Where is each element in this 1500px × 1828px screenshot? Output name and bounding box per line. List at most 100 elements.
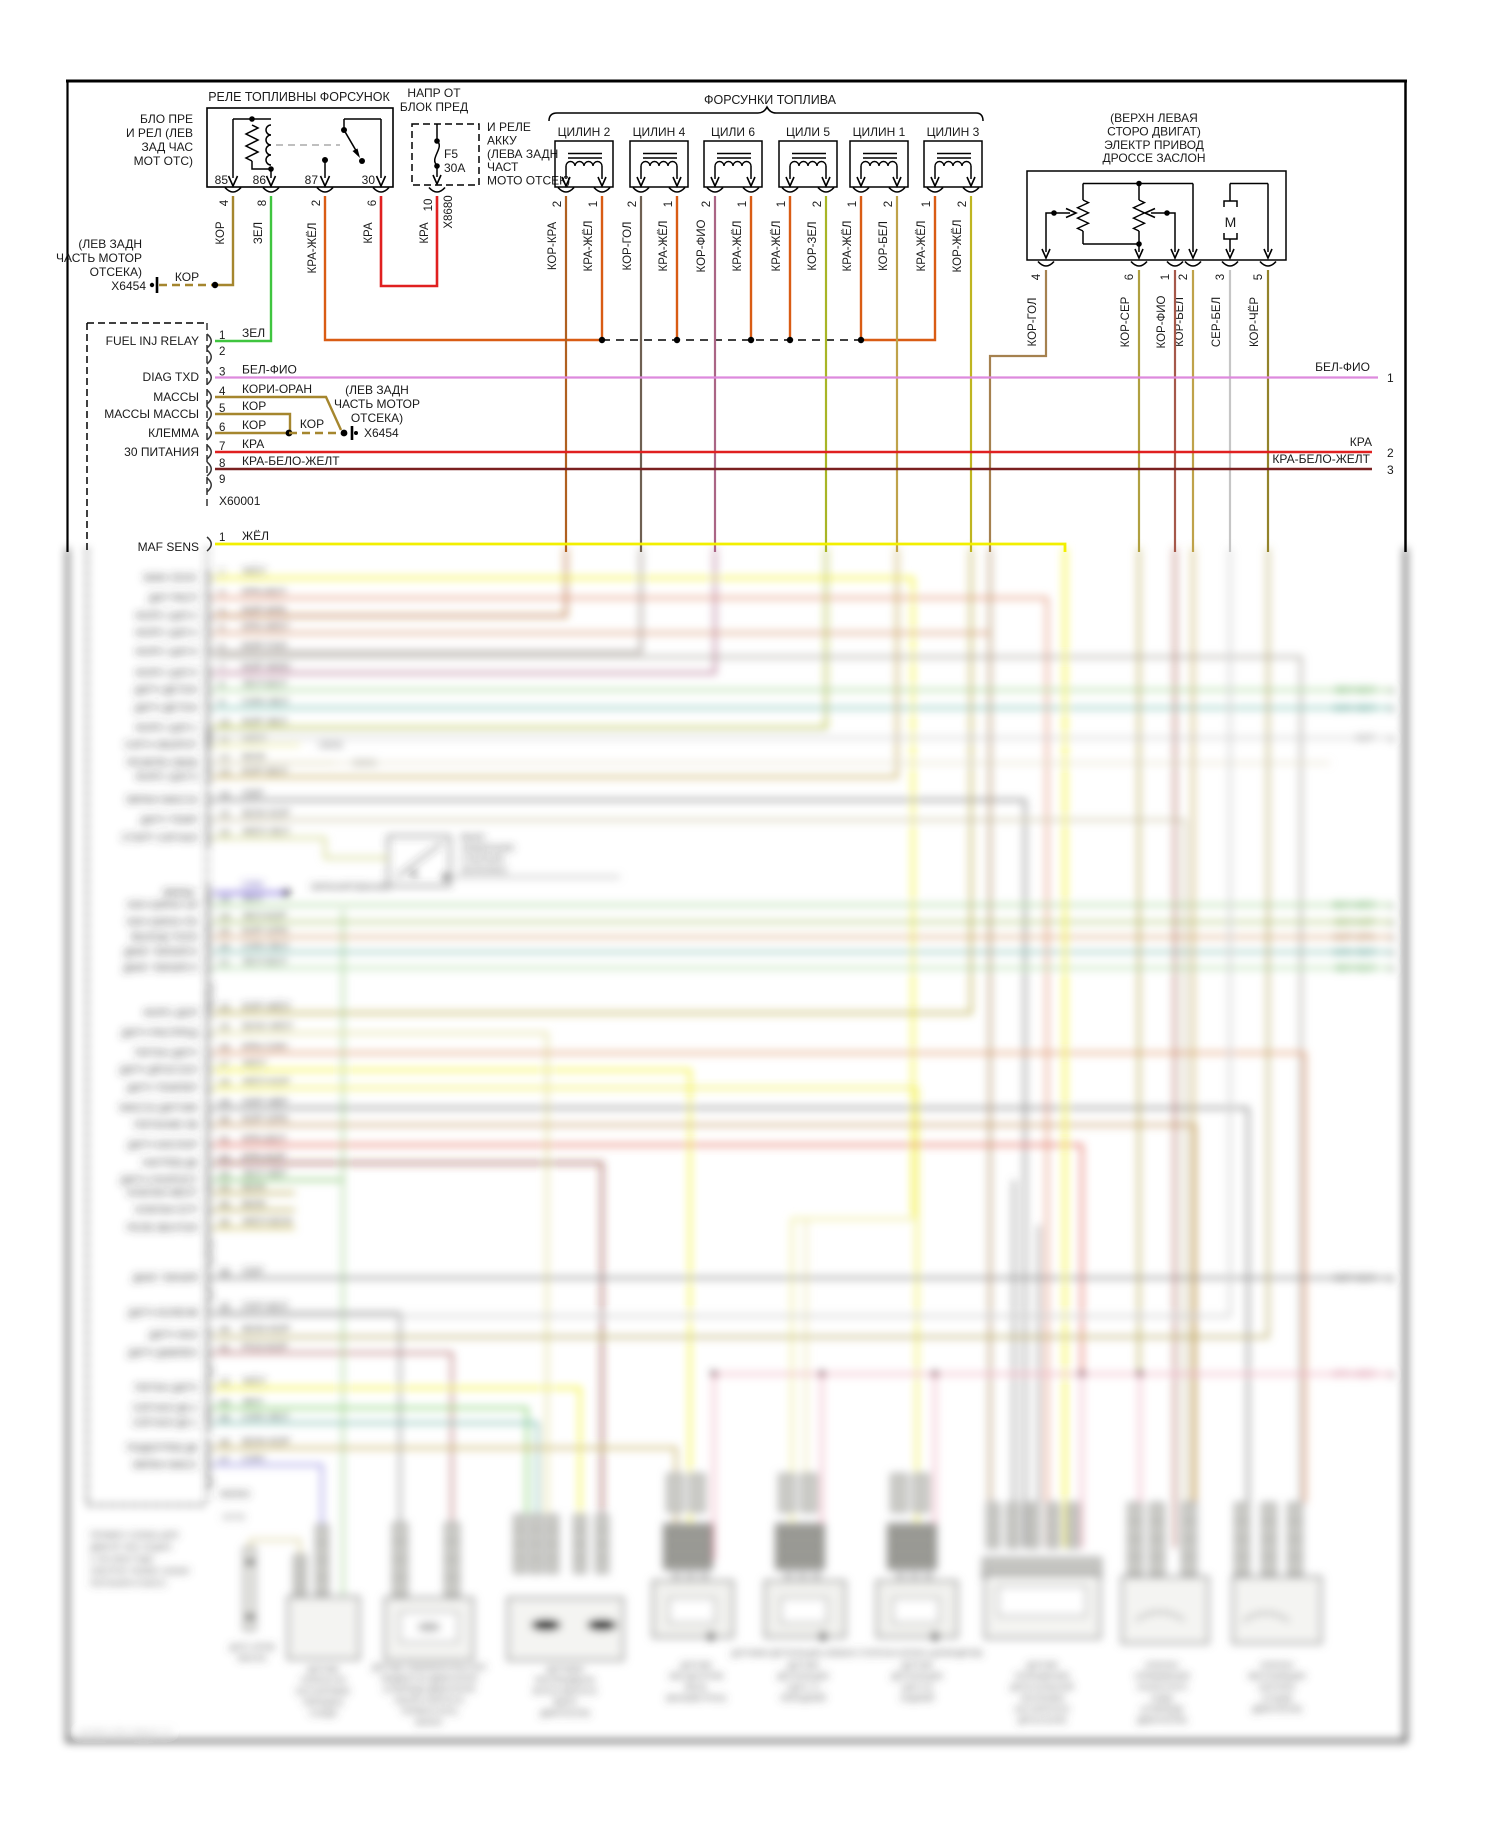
svg-text:КОР-СЕР: КОР-СЕР	[1120, 296, 1132, 347]
svg-text:6: 6	[1389, 734, 1394, 745]
svg-text:30: 30	[362, 173, 376, 187]
svg-text:29: 29	[219, 1098, 231, 1109]
svg-text:КРА-ЖЁЛ: КРА-ЖЁЛ	[916, 221, 928, 272]
svg-text:X9735: X9735	[222, 1513, 246, 1522]
svg-text:ЦИЛИН 2: ЦИЛИН 2	[558, 125, 611, 139]
svg-text:ЗЕЛ-БЕЛ: ЗЕЛ-БЕЛ	[242, 956, 287, 968]
svg-text:КОР-ОРА: КОР-ОРА	[242, 925, 288, 937]
svg-text:ХОДА: ХОДА	[1151, 1694, 1174, 1703]
svg-text:СИН-ЗЕЛ: СИН-ЗЕЛ	[1333, 703, 1375, 714]
svg-text:(ВЕРХН ЛЕВАЯ: (ВЕРХН ЛЕВАЯ	[1110, 111, 1198, 125]
svg-text:47: 47	[219, 1455, 231, 1466]
svg-text:44: 44	[219, 1398, 231, 1409]
svg-text:КОР-ЗЕЛ: КОР-ЗЕЛ	[242, 716, 287, 728]
svg-text:БЛО ПРЕ: БЛО ПРЕ	[140, 112, 193, 126]
svg-text:СТАРТ СИГНАЛ: СТАРТ СИГНАЛ	[122, 833, 198, 844]
svg-text:БЕЛ-ФИО: БЕЛ-ФИО	[242, 363, 297, 377]
svg-text:КОР-КРА: КОР-КРА	[547, 222, 559, 271]
svg-text:ЭКРАН МАСС: ЭКРАН МАСС	[132, 1460, 198, 1471]
svg-text:КОР-БЕЛ: КОР-БЕЛ	[242, 765, 288, 777]
svg-text:3: 3	[1389, 1370, 1394, 1381]
svg-text:БЕЖ: БЕЖ	[242, 751, 266, 763]
svg-text:КЛАПАН: КЛАПАН	[1146, 1661, 1179, 1670]
svg-text:КОР-ОРА: КОР-ОРА	[1333, 932, 1375, 943]
svg-text:КОР: КОР	[175, 270, 199, 284]
svg-text:КРА: КРА	[419, 222, 431, 244]
svg-text:8: 8	[257, 200, 269, 206]
svg-text:МОТ ОТС): МОТ ОТС)	[134, 154, 193, 168]
svg-text:12: 12	[219, 753, 231, 764]
svg-text:ФОРС ЦИЛ 4: ФОРС ЦИЛ 4	[135, 628, 198, 639]
svg-text:ВЕНТИЛЯЦИИ: ВЕНТИЛЯЦИИ	[1249, 1672, 1306, 1681]
svg-text:ФОРС ЦИЛ 6: ФОРС ЦИЛ 6	[135, 647, 198, 658]
svg-text:ФОРС ЦИЛ 5: ФОРС ЦИЛ 5	[135, 668, 198, 679]
svg-text:ДАТЧИКИ: ДАТЧИКИ	[546, 1665, 583, 1674]
svg-text:ОТСЕКА): ОТСЕКА)	[90, 265, 142, 279]
svg-text:ЗЕЛ-БЕЛ: ЗЕЛ-БЕЛ	[1335, 963, 1375, 974]
svg-text:СВОБ: СВОБ	[318, 740, 343, 750]
svg-text:МАФ СЕНС: МАФ СЕНС	[144, 573, 198, 584]
svg-text:КРА-БЕЛ: КРА-БЕЛ	[242, 586, 286, 598]
svg-text:ПЕРЕДАЧ): ПЕРЕДАЧ)	[303, 1698, 344, 1707]
svg-text:2: 2	[812, 201, 824, 207]
svg-text:7: 7	[219, 663, 225, 674]
svg-text:КРА: КРА	[1350, 435, 1372, 449]
svg-text:ЭКРАНИРОВАНИЕ: ЭКРАНИРОВАНИЕ	[310, 882, 390, 892]
svg-text:87: 87	[305, 173, 319, 187]
svg-text:КЛАПАН: КЛАПАН	[1261, 1661, 1294, 1670]
svg-text:ДВИГАТ N52 СЕДАН: ДВИГАТ N52 СЕДАН	[90, 1542, 171, 1552]
svg-text:КОР-ГОЛ: КОР-ГОЛ	[1027, 298, 1039, 347]
svg-text:ДИАГ ЛИНИЯ Л: ДИАГ ЛИНИЯ Л	[123, 963, 198, 974]
svg-text:ДАТЧ ТЕМПЕР: ДАТЧ ТЕМПЕР	[127, 1083, 198, 1094]
svg-text:ДВИГАТЕЛЯ): ДВИГАТЕЛЯ)	[1137, 1716, 1187, 1725]
svg-text:15: 15	[219, 810, 231, 821]
svg-text:СКОРОСТИ: СКОРОСТИ	[300, 1676, 345, 1685]
svg-text:2: 2	[1389, 918, 1394, 929]
svg-text:6: 6	[1124, 274, 1136, 280]
svg-text:СЕР: СЕР	[242, 788, 264, 800]
svg-text:ФОРС ЦИЛ 1: ФОРС ЦИЛ 1	[135, 723, 198, 734]
svg-text:1: 1	[219, 330, 225, 342]
svg-text:СЕР-БЕЛ: СЕР-БЕЛ	[242, 1301, 288, 1313]
svg-text:КОР-ФИО: КОР-ФИО	[696, 219, 708, 272]
svg-text:КОР-ГОЛ: КОР-ГОЛ	[622, 222, 634, 271]
svg-text:СЕР-БЕЛ: СЕР-БЕЛ	[1333, 1273, 1375, 1284]
svg-text:СИН-ЗЕЛ: СИН-ЗЕЛ	[1333, 947, 1375, 958]
svg-text:X60001: X60001	[219, 494, 261, 508]
svg-text:ЧАСТЬ МОТОР: ЧАСТЬ МОТОР	[334, 397, 420, 411]
svg-text:30A: 30A	[444, 161, 465, 175]
svg-text:КАН ШИНА ЛО: КАН ШИНА ЛО	[127, 917, 198, 928]
svg-text:ДРОССЕЛЬНОЙ: ДРОССЕЛЬНОЙ	[1010, 1681, 1074, 1692]
svg-text:ЦИЛИН 3: ЦИЛИН 3	[927, 125, 980, 139]
svg-text:ДЕТОНАЦИИ: ДЕТОНАЦИИ	[777, 1672, 828, 1681]
svg-text:14: 14	[219, 790, 231, 801]
svg-text:3: 3	[1389, 933, 1394, 944]
svg-text:С 09 2006 ГОДА: С 09 2006 ГОДА	[90, 1554, 154, 1564]
svg-text:1: 1	[921, 201, 933, 207]
svg-text:ЗЕЛ-БЕЛ: ЗЕЛ-БЕЛ	[242, 678, 287, 690]
svg-text:ПИТАНИЯ И МАСС: ПИТАНИЯ И МАСС	[90, 1578, 167, 1588]
svg-text:ЦИЛИ 6: ЦИЛИ 6	[711, 125, 755, 139]
svg-text:ЖЁЛ: ЖЁЛ	[242, 1376, 266, 1388]
svg-text:ПРИМЕЧ СХЕМА ДЛЯ: ПРИМЕЧ СХЕМА ДЛЯ	[90, 1530, 178, 1540]
svg-text:СИН-ЗЕЛ: СИН-ЗЕЛ	[242, 940, 289, 952]
svg-text:1: 1	[776, 201, 788, 207]
svg-text:ЖЁЛ-ЗЕЛ: ЖЁЛ-ЗЕЛ	[242, 826, 289, 838]
svg-text:РЕЗЕРВ СВОБ: РЕЗЕРВ СВОБ	[127, 758, 198, 769]
svg-text:(ВЕРХ: (ВЕРХ	[553, 1698, 578, 1707]
svg-text:ДРОССЕ ЗАСЛОН: ДРОССЕ ЗАСЛОН	[1102, 151, 1205, 165]
svg-text:ЗЕЛ: ЗЕЛ	[242, 326, 265, 340]
svg-text:СИН: СИН	[242, 880, 264, 891]
svg-text:НАГРЕВ ДК: НАГРЕВ ДК	[142, 1158, 198, 1169]
svg-text:4: 4	[1031, 273, 1043, 280]
svg-text:ЗАД ЧАС: ЗАД ЧАС	[141, 140, 193, 154]
svg-text:20: 20	[219, 927, 231, 938]
svg-text:КОР-ЖЁЛ: КОР-ЖЁЛ	[952, 220, 964, 273]
svg-text:1: 1	[219, 532, 225, 544]
svg-text:2: 2	[1389, 1274, 1394, 1285]
svg-text:9: 9	[219, 474, 225, 486]
svg-text:ДАТЧИКИ ДЕТОНАЦИИ (ЛЕВАЯ СТОРО: ДАТЧИКИ ДЕТОНАЦИИ (ЛЕВАЯ СТОРОНА БЛОКА Ц…	[731, 1649, 983, 1658]
svg-text:ДАТЧ ДРОССЕЛ: ДАТЧ ДРОССЕЛ	[120, 1065, 198, 1076]
svg-text:ВЫКЛ: ВЫКЛ	[461, 832, 485, 842]
svg-text:ЖЁЛ: ЖЁЛ	[242, 733, 266, 745]
